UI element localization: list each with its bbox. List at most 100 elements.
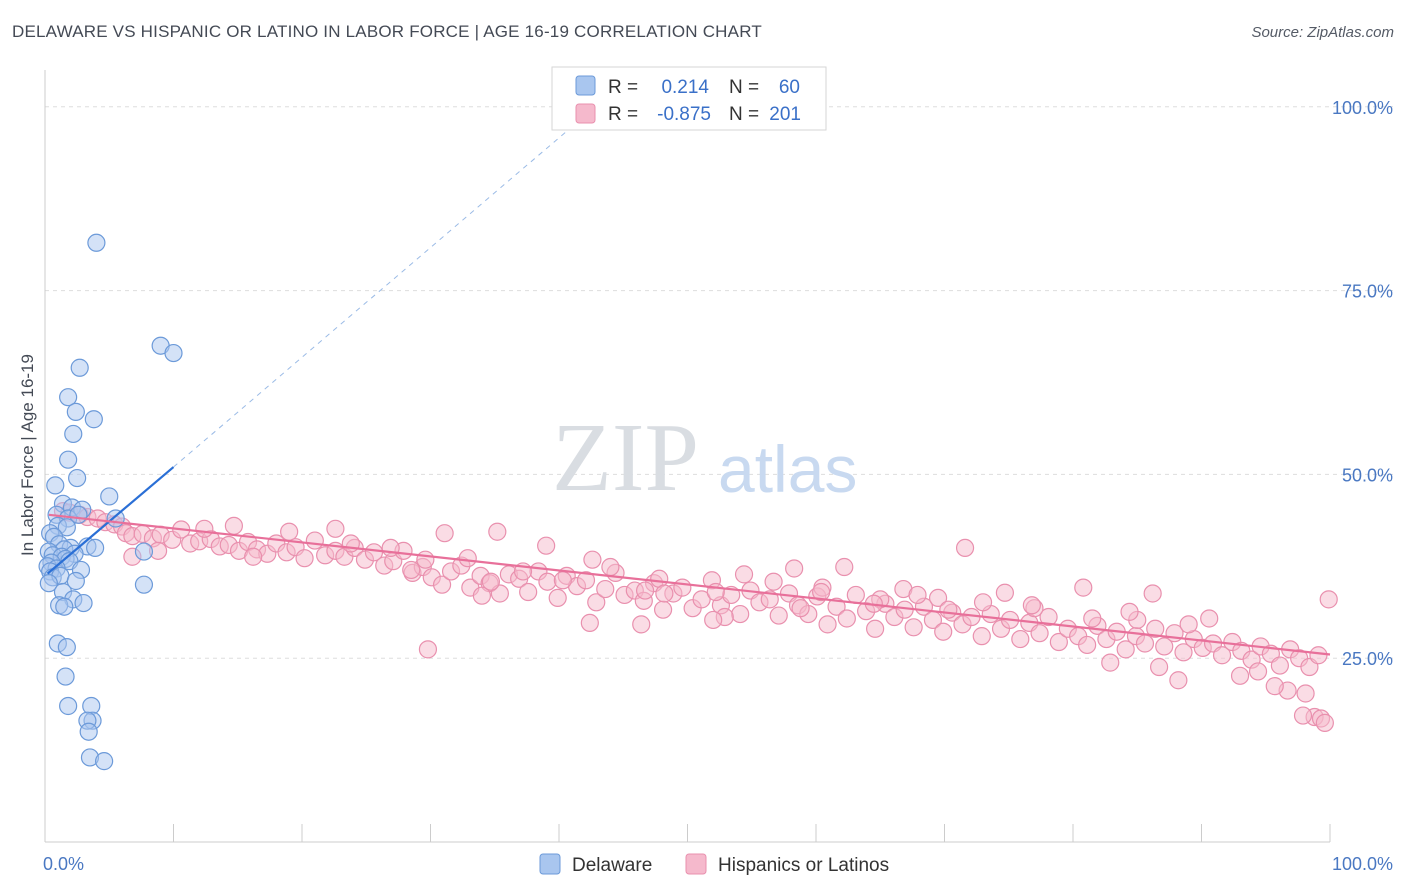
hispanic-point-52 (538, 572, 557, 591)
hispanic-trend-line (48, 513, 1331, 656)
hispanic-point-104 (1039, 607, 1058, 627)
hispanic-point-170 (791, 599, 810, 618)
watermark-zip: ZIP (552, 404, 699, 512)
hispanic-point-177 (1169, 671, 1188, 690)
delaware-trend-line (46, 466, 175, 575)
hispanic-point-90 (904, 618, 923, 637)
hispanic-point-158 (435, 524, 454, 543)
hispanic-point-176 (1149, 657, 1169, 677)
hispanic-point-163 (835, 557, 854, 577)
hispanic-point-168 (632, 615, 651, 634)
hispanic-point-154 (1083, 609, 1102, 628)
legend-top-n-label-0: N = (729, 77, 759, 98)
legend-top-n-value-0: 60 (779, 77, 800, 98)
hispanic-point-50 (519, 582, 538, 602)
x-tick-label-1: 100.0% (1332, 854, 1393, 874)
hispanic-point-174 (1143, 584, 1162, 603)
trend-lines (46, 99, 1331, 656)
delaware-point-8 (59, 450, 78, 469)
hispanic-point-114 (1135, 634, 1155, 653)
hispanic-point-97 (972, 627, 991, 646)
hispanic-point-128 (1270, 656, 1289, 675)
hispanic-point-187 (655, 584, 674, 603)
legend-swatch-hispanics (685, 853, 707, 875)
hispanic-point-122 (1212, 646, 1232, 665)
hispanic-point-145 (601, 557, 620, 577)
hispanic-point-34 (364, 543, 384, 562)
hispanic-point-165 (1074, 578, 1093, 597)
data-points (38, 233, 1338, 771)
hispanic-point-56 (576, 571, 596, 590)
legend-label-delaware: Delaware (572, 855, 652, 876)
delaware-point-10 (46, 476, 65, 495)
hispanic-point-200 (908, 585, 927, 605)
hispanic-point-136 (224, 516, 243, 535)
hispanic-point-105 (1049, 632, 1068, 652)
hispanic-point-142 (458, 549, 477, 568)
hispanic-point-41 (432, 575, 452, 594)
hispanic-point-198 (704, 610, 723, 630)
hispanic-point-194 (995, 583, 1014, 602)
hispanic-point-186 (481, 572, 500, 591)
hispanic-point-53 (548, 588, 567, 608)
hispanic-point-199 (812, 582, 831, 602)
delaware-point-47 (74, 593, 93, 613)
hispanic-point-93 (934, 622, 953, 641)
y-tick-label-2: 50.0% (1342, 465, 1393, 485)
hispanic-point-156 (1179, 615, 1198, 634)
delaware-point-52 (56, 667, 75, 686)
hispanic-point-76 (769, 606, 788, 625)
hispanic-point-164 (955, 538, 975, 558)
delaware-point-51 (57, 638, 76, 657)
hispanic-point-108 (1078, 635, 1097, 655)
hispanic-point-135 (195, 519, 214, 538)
hispanic-point-72 (731, 604, 750, 624)
legend-top-swatch-pink (575, 103, 596, 124)
hispanic-point-75 (760, 590, 779, 609)
delaware-point-6 (84, 410, 103, 429)
chart-title: DELAWARE VS HISPANIC OR LATINO IN LABOR … (12, 22, 762, 41)
hispanic-point-161 (583, 550, 602, 569)
hispanic-point-159 (488, 522, 507, 541)
legend-swatch-delaware (539, 853, 561, 875)
watermark: ZIP atlas (552, 404, 857, 512)
hispanic-point-118 (1174, 643, 1193, 662)
hispanic-point-137 (244, 547, 263, 566)
hispanic-point-58 (596, 579, 615, 599)
delaware-point-4 (59, 388, 78, 407)
legend-label-hispanics: Hispanics or Latinos (718, 855, 889, 876)
delaware-point-44 (134, 575, 154, 594)
hispanic-point-132 (1309, 646, 1328, 665)
hispanic-point-141 (416, 550, 435, 569)
hispanic-point-82 (827, 597, 846, 616)
hispanic-point-180 (1296, 684, 1315, 703)
hispanic-point-116 (1155, 637, 1174, 656)
hispanic-point-196 (580, 613, 599, 632)
hispanic-point-195 (1120, 602, 1139, 621)
hispanic-point-167 (472, 586, 491, 605)
legend-top-r-label-0: R = (608, 77, 638, 98)
delaware-point-3 (70, 358, 89, 377)
hispanic-point-190 (1293, 706, 1313, 725)
hispanic-point-27 (295, 549, 314, 568)
legend-top-r-label-1: R = (608, 104, 638, 125)
legend-top-r-value-0: 0.214 (661, 77, 709, 98)
legend-top: R = 0.214 N = 60 R = -0.875 N = 201 (551, 66, 827, 131)
hispanic-point-144 (553, 571, 572, 590)
x-tick-label-0: 0.0% (43, 854, 84, 874)
hispanic-point-185 (418, 640, 438, 659)
hispanic-point-189 (1265, 677, 1284, 696)
delaware-point-0 (87, 233, 106, 252)
hispanic-point-64 (653, 600, 673, 619)
legend-top-n-value-1: 201 (769, 104, 801, 125)
y-tick-label-0: 100.0% (1332, 98, 1393, 118)
delaware-point-53 (59, 696, 78, 716)
hispanic-point-183 (1315, 713, 1334, 732)
hispanic-point-138 (280, 522, 299, 541)
hispanic-point-188 (1248, 662, 1268, 681)
delaware-point-49 (55, 597, 74, 616)
hispanic-point-140 (381, 538, 400, 558)
hispanic-point-172 (939, 600, 958, 619)
delaware-trend-extension (173, 99, 605, 468)
